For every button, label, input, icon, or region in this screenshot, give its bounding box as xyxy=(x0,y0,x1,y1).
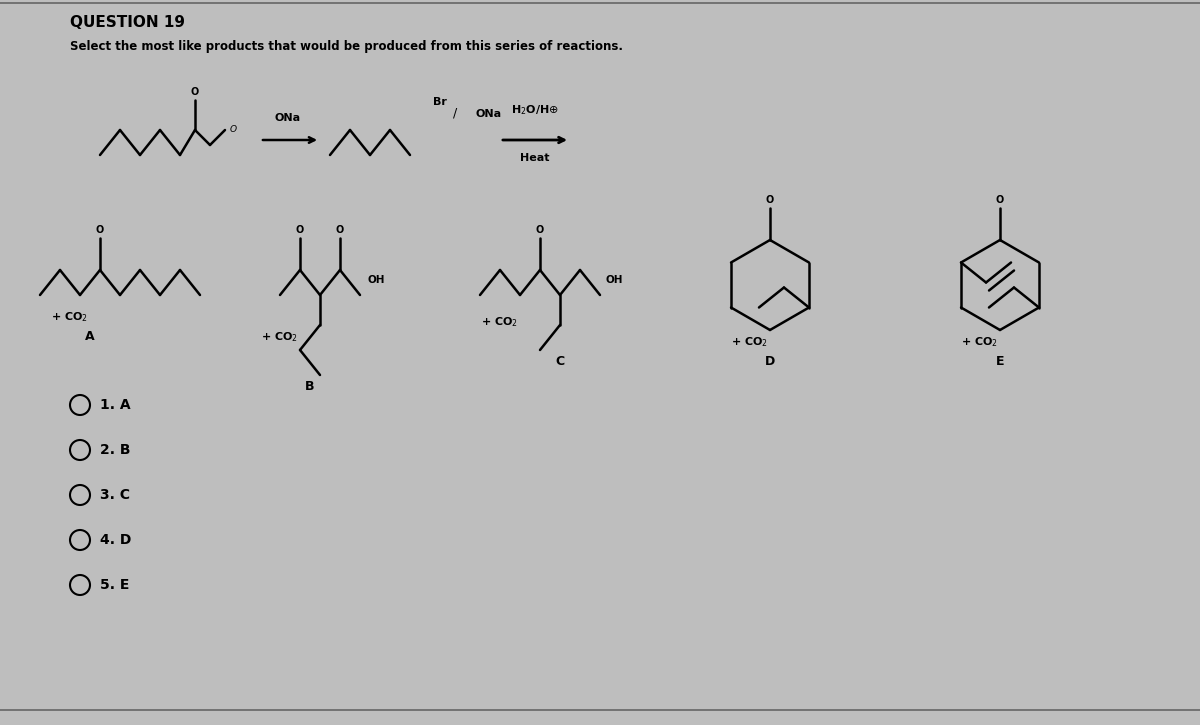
Text: Br: Br xyxy=(433,97,446,107)
Text: O: O xyxy=(96,225,104,235)
Text: E: E xyxy=(996,355,1004,368)
Text: 5. E: 5. E xyxy=(100,578,130,592)
Text: ONa: ONa xyxy=(475,109,502,119)
Text: OH: OH xyxy=(605,275,623,285)
Text: + CO$_2$: + CO$_2$ xyxy=(52,310,89,324)
Text: O: O xyxy=(296,225,304,235)
Text: H$_2$O/H$\oplus$: H$_2$O/H$\oplus$ xyxy=(511,103,559,117)
Text: ONa: ONa xyxy=(275,113,301,123)
Text: /: / xyxy=(452,107,457,120)
Text: + CO$_2$: + CO$_2$ xyxy=(732,335,768,349)
Text: + CO$_2$: + CO$_2$ xyxy=(262,330,299,344)
Text: O: O xyxy=(766,195,774,205)
Text: QUESTION 19: QUESTION 19 xyxy=(70,15,185,30)
Text: + CO$_2$: + CO$_2$ xyxy=(481,315,518,329)
Text: C: C xyxy=(556,355,564,368)
Text: O: O xyxy=(336,225,344,235)
Text: 2. B: 2. B xyxy=(100,443,131,457)
Text: D: D xyxy=(764,355,775,368)
Text: 4. D: 4. D xyxy=(100,533,131,547)
Text: 1. A: 1. A xyxy=(100,398,131,412)
Text: B: B xyxy=(305,380,314,393)
Text: O: O xyxy=(536,225,544,235)
Text: O: O xyxy=(230,125,238,135)
Text: O: O xyxy=(191,87,199,97)
Text: O: O xyxy=(996,195,1004,205)
Text: + CO$_2$: + CO$_2$ xyxy=(961,335,998,349)
Text: OH: OH xyxy=(368,275,385,285)
Text: A: A xyxy=(85,330,95,343)
Text: Select the most like products that would be produced from this series of reactio: Select the most like products that would… xyxy=(70,40,623,53)
Text: Heat: Heat xyxy=(521,153,550,163)
Text: 3. C: 3. C xyxy=(100,488,130,502)
